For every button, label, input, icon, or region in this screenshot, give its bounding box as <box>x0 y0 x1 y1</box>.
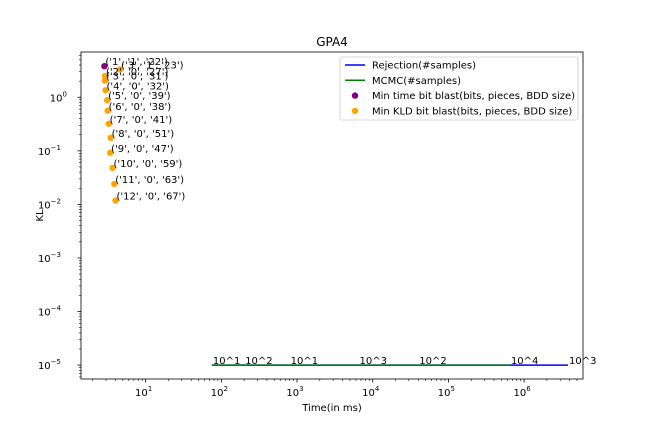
legend: Rejection(#samples) MCMC(#samples) Min tim… <box>339 56 579 121</box>
x-tick-label: 105 <box>438 385 455 399</box>
data-point <box>111 180 118 188</box>
data-point-label: ('9', '0', '47') <box>111 144 174 155</box>
data-point-label: ('3', '1', '23') <box>121 60 184 71</box>
data-point-label: 10^2 <box>245 356 272 367</box>
y-axis-ticks: 10−5 10−4 10−3 10−2 10−1 100 <box>38 90 81 372</box>
series-min-kld-bit-blast-bits-pieces-bdd-size <box>101 66 124 204</box>
data-point-label: ('3', '0', '31') <box>106 72 169 83</box>
x-tick-label: 103 <box>286 385 303 399</box>
series-min-time-bit-blast-bits-pieces-bdd-size <box>101 63 108 70</box>
x-tick-label: 106 <box>513 385 531 399</box>
data-point-label: ('2', '0', '27') <box>106 67 169 78</box>
data-point <box>116 66 124 73</box>
point-labels: 10^1 10^2 10^1 10^3 10^2 10^4 10^3('1', '1', '… <box>105 57 596 367</box>
data-point-label: 10^1 <box>291 356 318 367</box>
x-tick-label: 104 <box>362 385 380 399</box>
data-point-label: ('6', '0', '38') <box>109 102 172 113</box>
legend-entry: Min KLD bit blast(bits, pieces, BDD size… <box>372 106 572 117</box>
data-point-label: ('7', '0', '41') <box>110 115 173 126</box>
x-tick-label: 102 <box>211 385 228 399</box>
y-tick-label: 10−1 <box>38 144 61 158</box>
y-tick-label: 10−4 <box>38 305 62 319</box>
data-point <box>101 77 109 84</box>
legend-swatch <box>351 107 359 115</box>
y-tick-label: 10−2 <box>38 197 61 211</box>
data-point-label: 10^3 <box>360 356 387 367</box>
data-point <box>105 120 112 127</box>
plot-area: 101 102 103 104 105 10610−510−410−310−210−110… <box>38 51 596 399</box>
legend-box <box>339 56 579 121</box>
data-point-label: ('1', '1', '22') <box>105 57 168 68</box>
data-point-label: ('11', '0', '63') <box>115 175 184 186</box>
x-tick-label: 101 <box>135 385 152 399</box>
data-point-label: ('12', '0', '67') <box>117 192 186 203</box>
chart-title: GPA4 <box>316 35 348 49</box>
data-point <box>106 149 114 156</box>
x-axis-label: Time(in ms) <box>301 403 362 414</box>
data-point <box>107 134 114 142</box>
data-point <box>103 97 111 104</box>
data-point-label: 10^4 <box>511 356 538 367</box>
data-point-label: 10^2 <box>419 356 446 367</box>
x-axis-ticks: 101 102 103 104 105 106 <box>135 379 531 399</box>
data-point <box>104 107 111 114</box>
data-point <box>101 72 109 80</box>
data-point <box>112 197 119 204</box>
y-tick-label: 100 <box>50 90 67 104</box>
data-point <box>109 164 116 172</box>
y-tick-label: 10−3 <box>38 251 61 265</box>
legend-swatch <box>351 92 359 99</box>
data-point <box>102 87 109 94</box>
plot-frame <box>80 51 584 380</box>
y-axis-label: KL <box>35 209 46 222</box>
y-tick-label: 10−5 <box>38 358 61 372</box>
data-point-label: 10^1 <box>213 356 240 367</box>
legend-entry: Min time bit blast(bits, pieces, BDD siz… <box>372 91 575 102</box>
legend-entry: MCMC(#samples) <box>372 76 461 87</box>
data-point-label: ('5', '0', '39') <box>108 91 171 102</box>
data-point-label: ('8', '0', '51') <box>112 129 175 140</box>
data-point-label: ('10', '0', '59') <box>114 159 183 170</box>
data-point-label: ('4', '0', '32') <box>107 81 170 92</box>
legend-entry: Rejection(#samples) <box>372 61 476 72</box>
data-point <box>101 63 108 70</box>
